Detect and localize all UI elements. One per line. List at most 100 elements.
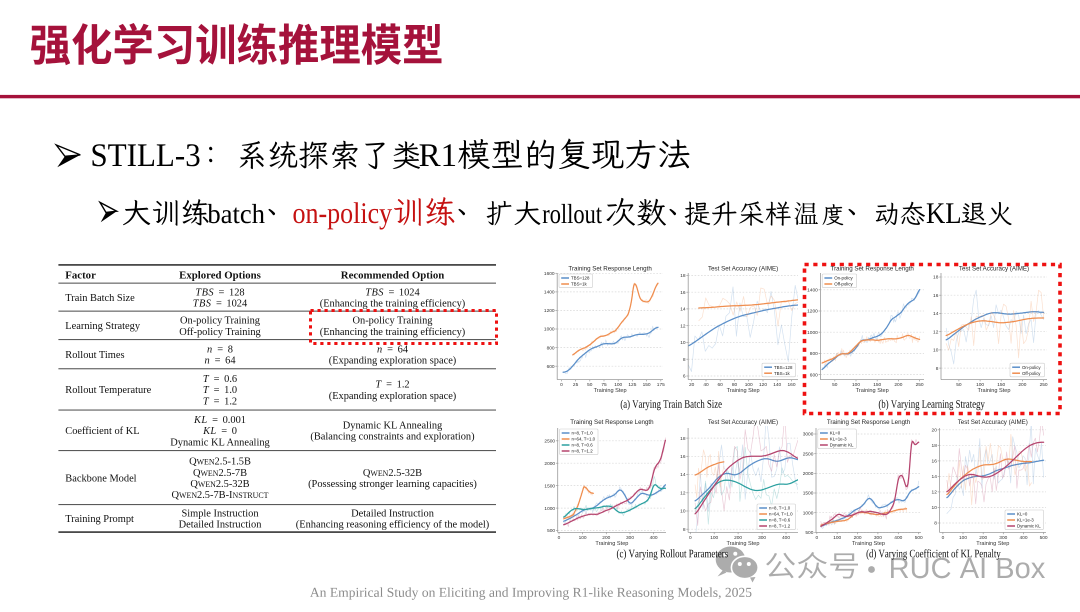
svg-text:0: 0 bbox=[689, 535, 692, 541]
svg-text:Backbone Model: Backbone Model bbox=[65, 473, 136, 484]
svg-text:Off-policy: Off-policy bbox=[834, 282, 853, 287]
svg-text:KL=0: KL=0 bbox=[202, 426, 237, 437]
svg-text:Dynamic KL Annealing: Dynamic KL Annealing bbox=[170, 437, 269, 448]
svg-text:6: 6 bbox=[683, 374, 686, 380]
svg-text:200: 200 bbox=[734, 535, 742, 541]
svg-text:200: 200 bbox=[1018, 382, 1026, 388]
svg-text:18: 18 bbox=[933, 275, 939, 281]
svg-text:2000: 2000 bbox=[544, 461, 555, 467]
svg-text:n=64, T=1.0: n=64, T=1.0 bbox=[769, 512, 793, 517]
svg-text:QWEN2.5-7B: QWEN2.5-7B bbox=[193, 468, 247, 479]
svg-text:100: 100 bbox=[852, 382, 860, 388]
svg-text:Detailed Instruction: Detailed Instruction bbox=[179, 520, 263, 531]
svg-text:n=8, T=1.2: n=8, T=1.2 bbox=[572, 449, 594, 454]
svg-text:n=64: n = 64 bbox=[204, 356, 236, 367]
svg-text:n=8, T=0.6: n=8, T=0.6 bbox=[572, 443, 594, 448]
svg-text:14: 14 bbox=[680, 472, 686, 478]
svg-text:Detailed Instruction: Detailed Instruction bbox=[351, 508, 435, 519]
svg-text:1000: 1000 bbox=[807, 330, 818, 336]
svg-text:TBS=128: TBS=128 bbox=[195, 287, 244, 298]
svg-text:14: 14 bbox=[933, 311, 939, 317]
svg-text:(Balancing constraints and exp: (Balancing constraints and exploration) bbox=[310, 432, 474, 443]
svg-text:Coefficient of KL: Coefficient of KL bbox=[65, 426, 139, 437]
svg-text:Test Set Accuracy (AIME): Test Set Accuracy (AIME) bbox=[958, 419, 1028, 426]
svg-text:12: 12 bbox=[680, 491, 686, 497]
svg-text:n=8, T=1.2: n=8, T=1.2 bbox=[769, 524, 791, 529]
svg-text:Rollout Times: Rollout Times bbox=[65, 350, 124, 361]
svg-text:40: 40 bbox=[703, 382, 709, 388]
svg-text:T=1.2: T = 1.2 bbox=[375, 380, 409, 391]
svg-text:Training Step: Training Step bbox=[727, 388, 760, 394]
svg-text:10: 10 bbox=[933, 348, 939, 354]
svg-text:Training Step: Training Step bbox=[594, 388, 627, 394]
svg-text:Training Set Response Length: Training Set Response Length bbox=[568, 265, 652, 272]
svg-text:8: 8 bbox=[683, 357, 686, 363]
svg-text:TBS=128: TBS=128 bbox=[571, 276, 590, 281]
svg-text:500: 500 bbox=[1040, 535, 1048, 541]
svg-text:1400: 1400 bbox=[807, 288, 818, 294]
svg-text:Dynamic KL: Dynamic KL bbox=[830, 443, 854, 448]
svg-text:On-policy Training: On-policy Training bbox=[180, 316, 260, 327]
svg-text:125: 125 bbox=[628, 382, 636, 388]
svg-text:100: 100 bbox=[745, 382, 753, 388]
svg-text:1500: 1500 bbox=[544, 483, 555, 489]
svg-text:On-policy: On-policy bbox=[834, 276, 853, 281]
svg-text:1500: 1500 bbox=[803, 491, 814, 497]
svg-text:Training Set Response Length: Training Set Response Length bbox=[831, 265, 915, 272]
svg-text:QWEN2.5-1.5B: QWEN2.5-1.5B bbox=[189, 457, 251, 468]
svg-text:800: 800 bbox=[810, 351, 818, 357]
svg-text:300: 300 bbox=[758, 535, 766, 541]
svg-text:TBS=128: TBS=128 bbox=[774, 365, 793, 370]
svg-text:Test Set Accuracy (AIME): Test Set Accuracy (AIME) bbox=[708, 419, 778, 426]
svg-text:12: 12 bbox=[933, 329, 939, 335]
svg-text:QWEN2.5-7B-INSTRUCT: QWEN2.5-7B-INSTRUCT bbox=[172, 490, 269, 501]
svg-text:140: 140 bbox=[773, 382, 781, 388]
svg-text:KL=1e-3: KL=1e-3 bbox=[830, 437, 847, 442]
svg-text:n=8, T=1.0: n=8, T=1.0 bbox=[769, 506, 791, 511]
svg-text:500: 500 bbox=[915, 535, 923, 541]
svg-text:1000: 1000 bbox=[803, 510, 814, 516]
svg-text:Training Prompt: Training Prompt bbox=[65, 514, 134, 525]
svg-text:500: 500 bbox=[547, 528, 555, 534]
svg-text:80: 80 bbox=[732, 382, 738, 388]
svg-text:10: 10 bbox=[680, 340, 686, 346]
svg-text:Train Batch Size: Train Batch Size bbox=[65, 293, 135, 304]
svg-text:TBS=1024: TBS = 1024 bbox=[365, 287, 420, 298]
svg-text:100: 100 bbox=[976, 382, 984, 388]
svg-text:KL=0.001: KL = 0.001 bbox=[193, 415, 246, 426]
svg-text:QWEN2.5-32B: QWEN2.5-32B bbox=[363, 468, 422, 479]
svg-text:Test Set Accuracy (AIME): Test Set Accuracy (AIME) bbox=[708, 265, 778, 272]
svg-text:Training Set Response Length: Training Set Response Length bbox=[570, 419, 654, 426]
svg-text:400: 400 bbox=[782, 535, 790, 541]
svg-text:Training Step: Training Step bbox=[977, 388, 1010, 394]
svg-text:100: 100 bbox=[710, 535, 718, 541]
svg-text:Test Set Accuracy (AIME): Test Set Accuracy (AIME) bbox=[959, 265, 1029, 272]
svg-text:8: 8 bbox=[934, 521, 937, 527]
svg-text:1200: 1200 bbox=[544, 308, 555, 314]
svg-text:50: 50 bbox=[832, 382, 838, 388]
svg-text:Training Step: Training Step bbox=[976, 541, 1009, 547]
svg-text:100: 100 bbox=[959, 535, 967, 541]
svg-text:800: 800 bbox=[547, 345, 555, 351]
svg-text:150: 150 bbox=[643, 382, 651, 388]
svg-text:250: 250 bbox=[1040, 382, 1048, 388]
svg-text:18: 18 bbox=[932, 443, 938, 449]
svg-text:10: 10 bbox=[680, 509, 686, 515]
svg-text:2500: 2500 bbox=[544, 439, 555, 445]
svg-text:KL=0: KL=0 bbox=[830, 431, 841, 436]
svg-text:TBS=1k: TBS=1k bbox=[774, 371, 791, 376]
svg-text:Training Set Response Length: Training Set Response Length bbox=[827, 419, 911, 426]
svg-text:200: 200 bbox=[894, 382, 902, 388]
svg-text:T=1.2: T = 1.2 bbox=[203, 396, 237, 407]
svg-text:Dynamic KL Annealing: Dynamic KL Annealing bbox=[343, 421, 442, 432]
svg-text:Off-policy: Off-policy bbox=[1022, 371, 1041, 376]
svg-text:1200: 1200 bbox=[807, 309, 818, 315]
svg-text:160: 160 bbox=[787, 382, 795, 388]
svg-text:200: 200 bbox=[979, 535, 987, 541]
svg-text:0: 0 bbox=[558, 535, 561, 541]
svg-text:(Expanding exploration space): (Expanding exploration space) bbox=[329, 391, 457, 402]
svg-text:Factor: Factor bbox=[65, 269, 96, 281]
svg-text:120: 120 bbox=[759, 382, 767, 388]
svg-text:3000: 3000 bbox=[803, 432, 814, 438]
svg-text:8: 8 bbox=[683, 527, 686, 533]
